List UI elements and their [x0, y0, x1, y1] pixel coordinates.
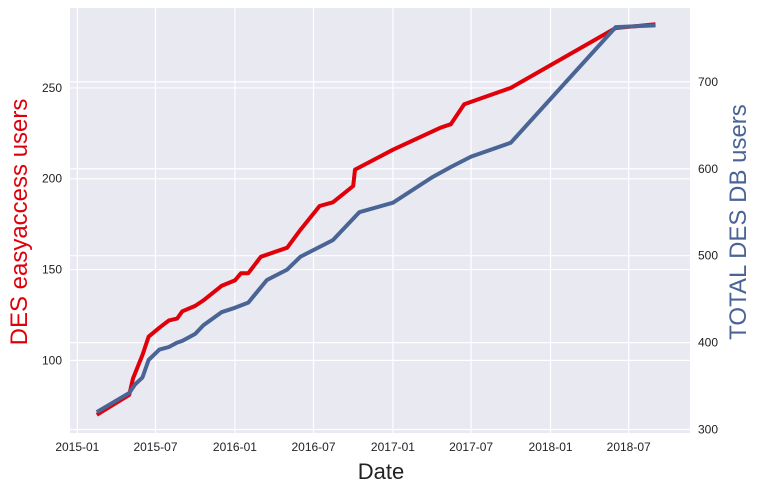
plot-area: [70, 8, 690, 433]
x-tick-label: 2015-01: [55, 440, 99, 454]
left-tick-label: 250: [42, 81, 62, 95]
series-layer: [95, 22, 656, 417]
series-line-total-des-db-users: [95, 23, 656, 414]
right-tick-label: 700: [698, 75, 718, 89]
x-tick-label: 2016-01: [213, 440, 257, 454]
x-tick-label: 2017-07: [449, 440, 493, 454]
x-tick-label: 2018-07: [607, 440, 651, 454]
left-tick-label: 100: [42, 353, 62, 367]
right-tick-label: 400: [698, 336, 718, 350]
right-axis-title: TOTAL DES DB users: [725, 104, 752, 340]
right-tick-label: 600: [698, 162, 718, 176]
x-tick-label: 2018-01: [529, 440, 573, 454]
left-tick-label: 150: [42, 263, 62, 277]
x-tick-label: 2016-07: [291, 440, 335, 454]
left-tick-label: 200: [42, 172, 62, 186]
left-axis-ticks: 100 150 200 250: [42, 81, 62, 367]
right-axis-ticks: 300 400 500 600 700: [698, 75, 718, 437]
x-tick-label: 2015-07: [133, 440, 177, 454]
grid-lines: [70, 8, 690, 433]
right-tick-label: 500: [698, 249, 718, 263]
series-line-des-easyaccess-users: [95, 22, 656, 417]
right-tick-label: 300: [698, 423, 718, 437]
left-axis-title: DES easyaccess users: [6, 99, 33, 346]
x-axis-ticks: 2015-01 2015-07 2016-01 2016-07 2017-01 2017-…: [55, 440, 651, 454]
x-axis-title: Date: [358, 459, 404, 484]
x-tick-label: 2017-01: [371, 440, 415, 454]
